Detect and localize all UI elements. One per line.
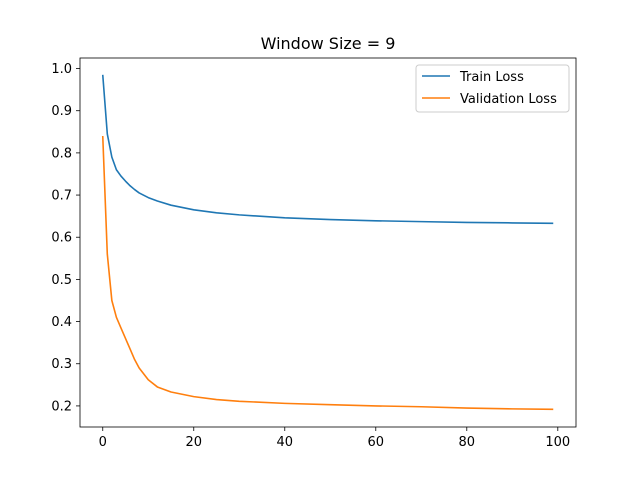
series-line-train-loss (101, 74, 554, 225)
y-tick-label: 1.0 (51, 62, 72, 77)
legend-label-train-loss: Train Loss (459, 70, 524, 85)
legend-label-validation-loss: Validation Loss (460, 92, 557, 107)
y-tick-label: 0.7 (51, 189, 72, 204)
x-tick-label: 20 (185, 435, 202, 450)
plot-area (79, 57, 577, 428)
x-tick-label: 80 (459, 435, 476, 450)
x-tick-label: 60 (368, 435, 385, 450)
y-tick-label: 0.8 (51, 146, 72, 161)
plot-frame (79, 57, 577, 428)
y-tick-label: 0.3 (51, 357, 72, 372)
y-tick-label: 0.6 (51, 231, 72, 246)
series-group (101, 74, 554, 411)
x-tick-label: 40 (276, 435, 293, 450)
y-tick-label: 0.9 (51, 104, 72, 119)
chart-title: Window Size = 9 (261, 34, 396, 53)
x-axis: 0 20 40 60 80 100 (99, 427, 570, 450)
y-tick-label: 0.4 (51, 315, 72, 330)
x-tick-label: 100 (545, 435, 570, 450)
y-tick-label: 0.5 (51, 273, 72, 288)
y-tick-label: 0.2 (51, 399, 72, 414)
x-tick-label: 0 (99, 435, 107, 450)
series-line-validation-loss (101, 135, 554, 411)
legend: Train Loss Validation Loss (415, 64, 570, 113)
y-axis: 0.2 0.3 0.4 0.5 0.6 0.7 0.8 0.9 1.0 (51, 62, 80, 414)
legend-box (415, 64, 570, 113)
